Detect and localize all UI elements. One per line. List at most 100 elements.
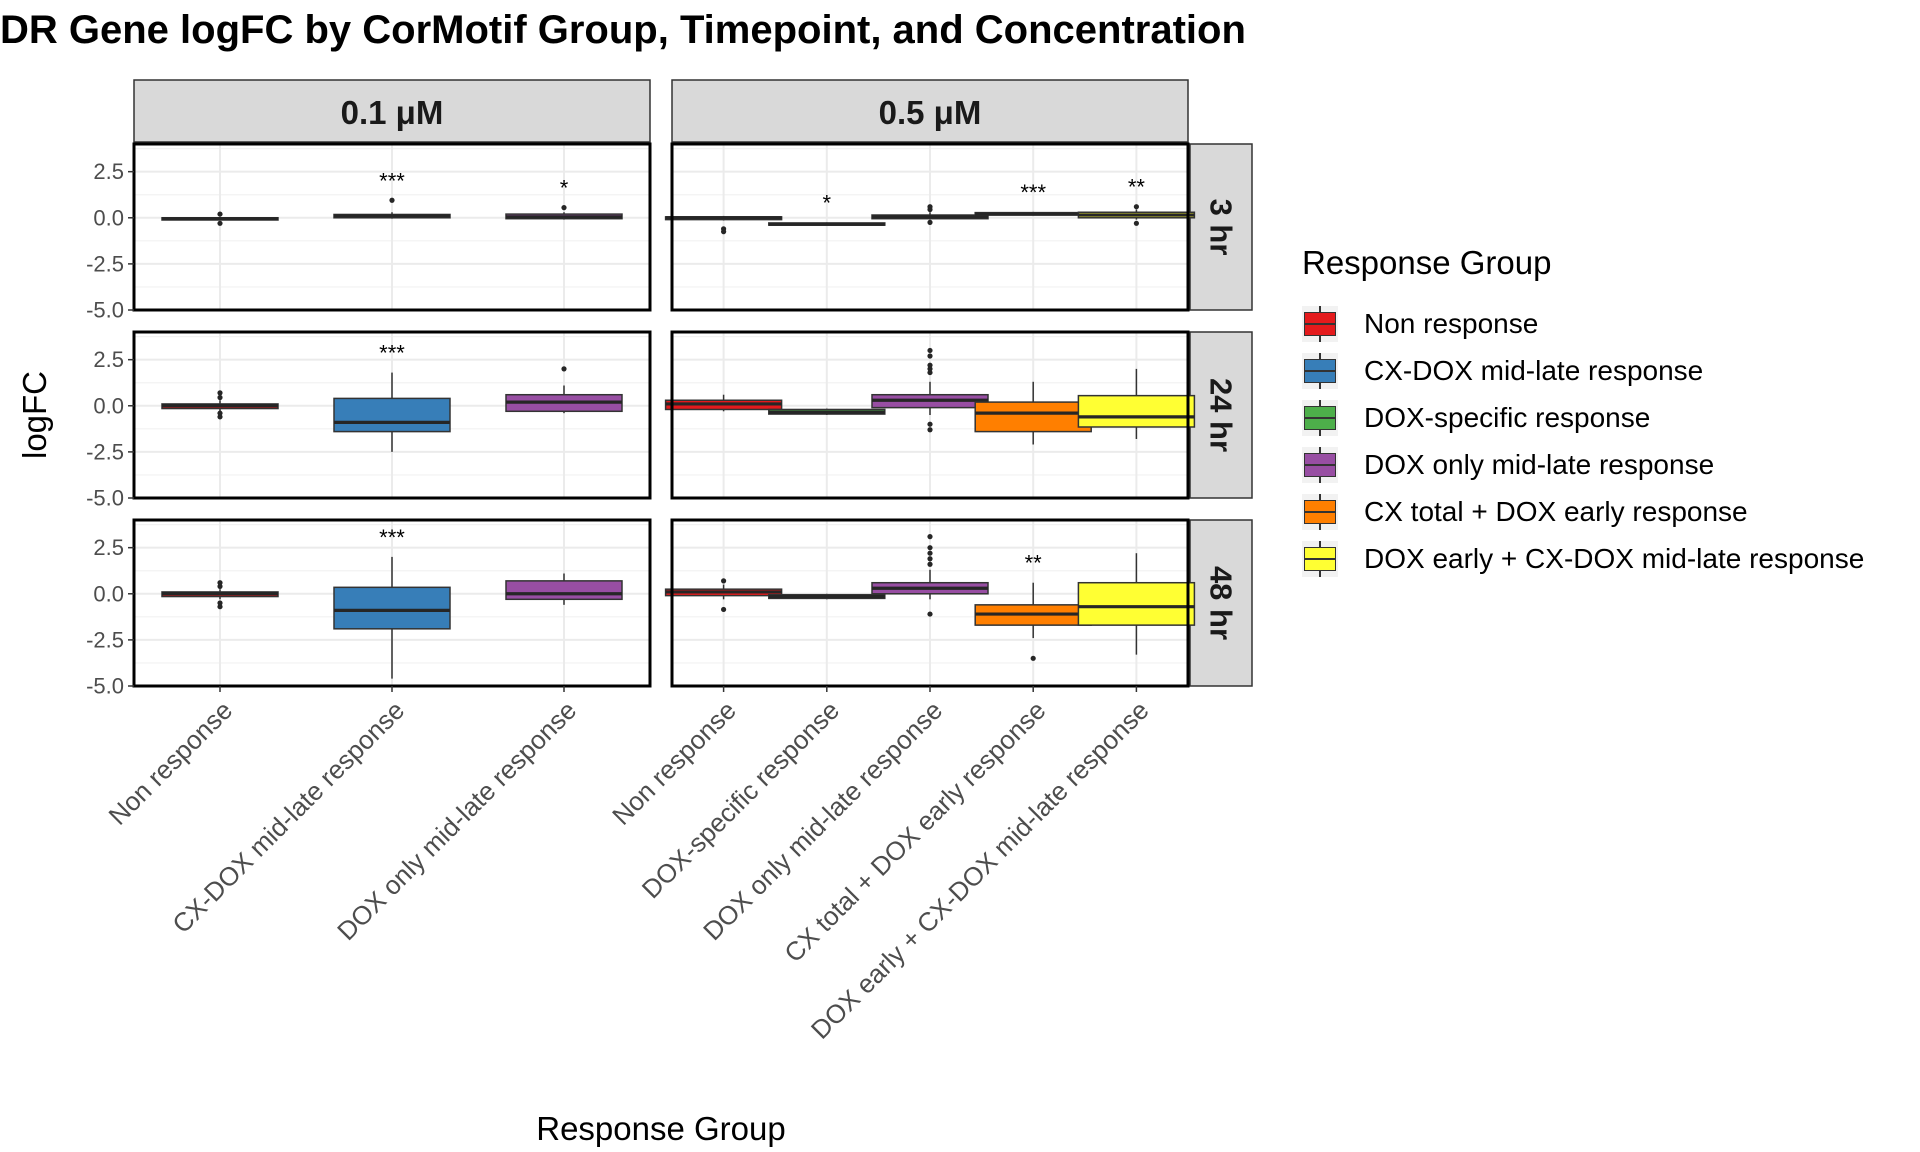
- outlier-point: [927, 556, 933, 562]
- significance-label: **: [1025, 551, 1043, 576]
- outlier-point: [927, 204, 933, 210]
- outlier-point: [927, 550, 933, 556]
- facet-strip-label: 0.1 μM: [341, 94, 444, 131]
- outlier-point: [217, 604, 223, 610]
- box: [1077, 581, 1196, 626]
- legend-item: CX total + DOX early response: [1302, 488, 1864, 535]
- significance-label: ***: [379, 168, 405, 193]
- significance-label: ***: [379, 341, 405, 366]
- outlier-point: [721, 229, 727, 235]
- outlier-point: [217, 390, 223, 396]
- chart-title: DR Gene logFC by CorMotif Group, Timepoi…: [0, 8, 1246, 52]
- x-axis-title: Response Group: [536, 1110, 785, 1147]
- outlier-point: [1133, 204, 1139, 210]
- outlier-point: [927, 369, 933, 376]
- legend-label: DOX-specific response: [1364, 401, 1651, 433]
- facet-strip-column: [671, 79, 1189, 143]
- panel-border: [670, 330, 1190, 500]
- y-tick-label: 0.0: [93, 393, 124, 418]
- outlier-point: [217, 410, 223, 416]
- facet-strip-row: [1189, 143, 1253, 311]
- legend-label: CX-DOX mid-late response: [1364, 354, 1704, 386]
- y-tick-label: -5.0: [86, 674, 124, 699]
- legend: Response Group Non response CX-DOX mid-la…: [1302, 244, 1864, 582]
- outlier-point: [927, 534, 933, 540]
- legend-key: [1302, 305, 1338, 342]
- facet-strip-row: [1189, 331, 1253, 499]
- box: [1077, 394, 1196, 428]
- y-tick-label: -5.0: [86, 486, 124, 511]
- significance-label: ***: [1020, 180, 1046, 205]
- outlier-point: [927, 427, 933, 433]
- y-tick-label: -2.5: [86, 627, 124, 652]
- x-tick-label: Non response: [103, 695, 239, 831]
- outlier-point: [927, 219, 933, 225]
- legend-item: DOX early + CX-DOX mid-late response: [1302, 535, 1864, 582]
- x-tick-label: DOX-specific response: [636, 695, 845, 904]
- outlier-point: [927, 366, 933, 372]
- legend-label: DOX early + CX-DOX mid-late response: [1364, 542, 1865, 574]
- outlier-point: [217, 600, 223, 606]
- outlier-point: [927, 353, 933, 359]
- outlier-point: [927, 545, 933, 551]
- outlier-point: [561, 366, 567, 372]
- legend-item: DOX only mid-late response: [1302, 441, 1864, 488]
- outlier-point: [561, 205, 567, 211]
- y-tick-label: 0.0: [93, 581, 124, 606]
- significance-label: ***: [379, 525, 405, 550]
- box: [333, 397, 451, 433]
- y-tick-label: 2.5: [93, 347, 124, 372]
- facet-strip-label: 48 hr: [1204, 566, 1239, 640]
- outlier-point: [927, 347, 933, 354]
- outlier-point: [217, 414, 223, 420]
- outlier-point: [389, 197, 395, 203]
- y-tick-label: -2.5: [86, 439, 124, 464]
- outlier-point: [217, 220, 223, 226]
- outlier-point: [217, 394, 223, 401]
- y-tick-label: -2.5: [86, 251, 124, 276]
- legend-key: [1302, 446, 1338, 483]
- significance-label: *: [560, 176, 569, 201]
- legend-items: Non response CX-DOX mid-late response DOX-…: [1302, 300, 1864, 582]
- y-axis-title: logFC: [16, 371, 53, 459]
- outlier-point: [217, 211, 223, 217]
- panel-border: [132, 330, 652, 500]
- panel-border: [670, 142, 1190, 312]
- facet-strip-row: [1189, 519, 1253, 687]
- legend-label: Non response: [1364, 307, 1539, 339]
- outlier-point: [721, 578, 727, 584]
- facet-strip-column: [133, 79, 651, 143]
- panel-border: [132, 142, 652, 312]
- outlier-point: [927, 421, 933, 427]
- legend-item: Non response: [1302, 300, 1864, 347]
- legend-item: CX-DOX mid-late response: [1302, 347, 1864, 394]
- outlier-point: [1133, 220, 1139, 226]
- box: [333, 586, 451, 630]
- y-tick-label: 0.0: [93, 205, 124, 230]
- outlier-point: [217, 583, 223, 590]
- legend-label: CX total + DOX early response: [1364, 495, 1748, 527]
- facet-strip-label: 24 hr: [1204, 378, 1239, 452]
- legend-label: DOX only mid-late response: [1364, 448, 1715, 480]
- outlier-point: [927, 611, 933, 617]
- legend-key: [1302, 399, 1338, 436]
- y-tick-label: -5.0: [86, 298, 124, 323]
- y-tick-label: 2.5: [93, 159, 124, 184]
- outlier-point: [927, 561, 933, 567]
- outlier-point: [1030, 655, 1036, 661]
- legend-item: DOX-specific response: [1302, 394, 1864, 441]
- legend-key: [1302, 540, 1338, 577]
- outlier-point: [721, 606, 727, 613]
- box: [974, 401, 1092, 433]
- significance-label: *: [823, 190, 832, 215]
- box: [505, 580, 623, 601]
- facet-strip-label: 3 hr: [1204, 199, 1239, 256]
- significance-label: **: [1128, 175, 1146, 200]
- facet-strip-label: 0.5 μM: [879, 94, 982, 131]
- outlier-point: [927, 362, 933, 368]
- outlier-point: [217, 580, 223, 586]
- legend-key: [1302, 352, 1338, 389]
- legend-title: Response Group: [1302, 244, 1552, 281]
- legend-key: [1302, 493, 1338, 530]
